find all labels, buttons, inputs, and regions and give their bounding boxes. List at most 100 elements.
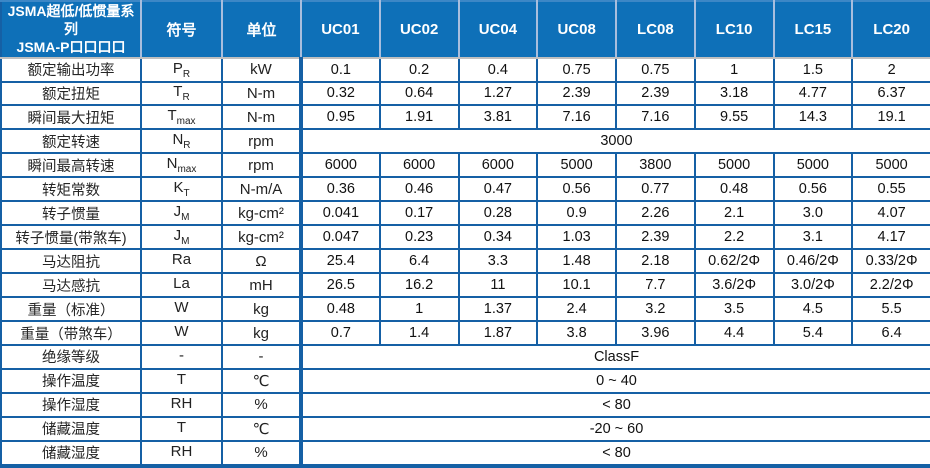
value-cell: 3.0/2Φ [772, 272, 854, 299]
merged-value-cell: 3000 [299, 128, 930, 155]
value-cell: 0.95 [299, 104, 381, 131]
symbol-base: T [173, 83, 183, 101]
row-label: 储藏温度 [0, 415, 142, 442]
row-label: 操作温度 [0, 367, 142, 394]
symbol-base: J [173, 227, 182, 245]
symbol-cell: - [140, 344, 223, 370]
table-row: 储藏湿度 RH% < 80 [0, 439, 930, 468]
symbol-subscript: R [182, 92, 190, 104]
value-cell: 0.23 [378, 224, 460, 251]
value-cell: 0.48 [693, 176, 775, 203]
symbol-cell: La [140, 272, 223, 299]
value-cell: 3.3 [457, 248, 539, 275]
value-cell: 0.77 [615, 176, 696, 203]
symbol-base: T [176, 418, 187, 436]
symbol-cell: JM [140, 200, 223, 227]
value-cell: 7.16 [536, 104, 617, 131]
row-label: 储藏湿度 [0, 439, 142, 468]
series-title-header: JSMA超低/低惯量系列 JSMA-P口口口口 [1, 1, 142, 59]
value-cell: 1.91 [378, 104, 460, 131]
series-title-line1: JSMA超低/低惯量系列 [7, 3, 135, 38]
value-cell: 2.39 [615, 224, 696, 251]
value-cell: 4.4 [693, 320, 775, 346]
value-cell: 4.07 [851, 200, 930, 227]
value-cell: 10.1 [536, 272, 617, 299]
row-label: 转子惯量(带煞车) [0, 224, 142, 251]
column-header-lc15: LC15 [773, 1, 854, 59]
row-label: 重量（带煞车） [0, 320, 142, 346]
unit-cell: ℃ [221, 415, 302, 442]
value-cell: 0.48 [299, 296, 381, 323]
row-label: 转子惯量 [0, 200, 142, 227]
table-row: 转子惯量(带煞车) JM kg-cm² 0.047 0.23 0.34 1.03 2.39 2.… [0, 224, 930, 251]
symbol-cell: NR [140, 128, 223, 155]
unit-cell: ℃ [221, 367, 302, 394]
symbol-base: Ra [171, 251, 192, 269]
value-cell: 3.81 [457, 104, 539, 131]
symbol-base: W [174, 323, 189, 341]
table-row: 储藏温度 T ℃ -20 ~ 60 [0, 415, 930, 442]
value-cell: 6.37 [851, 80, 930, 107]
value-cell: 3.2 [615, 296, 696, 323]
symbol-base: T [167, 107, 177, 125]
value-cell: 2.2 [693, 224, 775, 251]
column-header-uc01: UC01 [301, 1, 381, 59]
symbol-cell: Tmax [140, 104, 223, 131]
value-cell: 0.9 [536, 200, 617, 227]
value-cell: 3.0 [772, 200, 854, 227]
column-header-lc08: LC08 [616, 1, 696, 59]
value-cell: 4.5 [772, 296, 854, 323]
table-row: 额定扭矩 TR N-m 0.32 0.64 1.27 2.39 2.39 3.18 4.77 6.3… [0, 80, 930, 107]
symbol-cell: T [140, 367, 223, 394]
value-cell: 26.5 [299, 272, 381, 299]
symbol-cell: RH [140, 391, 223, 418]
value-cell: 0.47 [457, 176, 539, 203]
value-cell: 0.64 [378, 80, 460, 107]
value-cell: 0.28 [457, 200, 539, 227]
value-cell: 3.1 [772, 224, 854, 251]
value-cell: 0.62/2Φ [693, 248, 775, 275]
symbol-subscript: max [176, 116, 196, 128]
table-row: 瞬间最高转速 Nmax rpm 6000 6000 6000 5000 3800 5000 500… [0, 152, 930, 179]
value-cell: 7.7 [615, 272, 696, 299]
symbol-cell: RH [140, 439, 223, 468]
value-cell: 0.56 [772, 176, 854, 203]
merged-value-cell: -20 ~ 60 [299, 415, 930, 442]
table-row: 转子惯量 JM kg-cm² 0.041 0.17 0.28 0.9 2.26 2.1 3.0 4.… [0, 200, 930, 227]
value-cell: 6.4 [851, 320, 930, 346]
value-cell: 0.7 [299, 320, 381, 346]
value-cell: 1.27 [457, 80, 539, 107]
symbol-cell: TR [140, 80, 223, 107]
value-cell: 1.4 [378, 320, 460, 346]
table-row: 绝缘等级 - - ClassF [0, 344, 930, 370]
value-cell: 0.46/2Φ [772, 248, 854, 275]
row-label: 额定转速 [0, 128, 142, 155]
row-label: 绝缘等级 [0, 344, 142, 370]
value-cell: 6000 [299, 152, 381, 179]
symbol-cell: PR [140, 56, 223, 83]
value-cell: 2.18 [615, 248, 696, 275]
value-cell: 5.4 [772, 320, 854, 346]
value-cell: 0.36 [299, 176, 381, 203]
value-cell: 4.17 [851, 224, 930, 251]
value-cell: 1.37 [457, 296, 539, 323]
symbol-cell: Nmax [140, 152, 223, 179]
symbol-base: - [179, 346, 184, 364]
value-cell: 0.1 [299, 56, 381, 83]
unit-cell: kg-cm² [221, 200, 302, 227]
symbol-subscript: M [181, 236, 190, 248]
unit-cell: mH [221, 272, 302, 299]
symbol-base: N [172, 131, 184, 149]
value-cell: 3.6/2Φ [693, 272, 775, 299]
value-cell: 0.047 [299, 224, 381, 251]
value-cell: 1.03 [536, 224, 617, 251]
value-cell: 5000 [536, 152, 617, 179]
symbol-cell: W [140, 320, 223, 346]
spec-table-body: 额定输出功率 PR kW 0.1 0.2 0.4 0.75 0.75 1 1.5 2 额定扭矩 TR N-… [0, 56, 930, 468]
unit-cell: kg-cm² [221, 224, 302, 251]
column-header-uc08: UC08 [537, 1, 617, 59]
value-cell: 6000 [378, 152, 460, 179]
